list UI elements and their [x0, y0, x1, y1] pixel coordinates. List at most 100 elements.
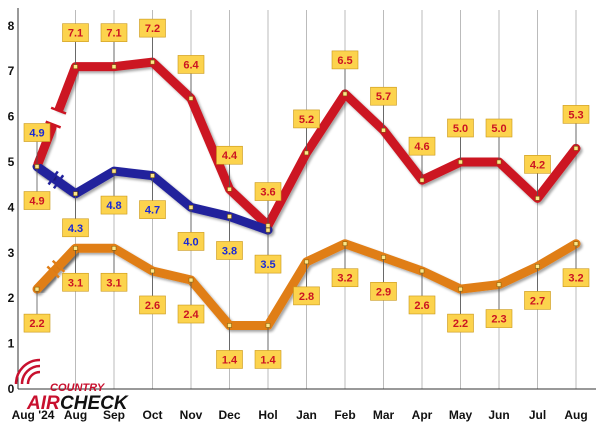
data-label-box — [62, 272, 89, 292]
data-point — [111, 64, 117, 69]
data-point — [381, 127, 386, 133]
data-point — [419, 177, 425, 183]
x-tick-label: Jan — [296, 408, 317, 422]
x-tick-label: Mar — [373, 408, 395, 422]
data-point — [265, 323, 271, 328]
x-tick-label: Feb — [334, 408, 355, 422]
data-point — [535, 196, 540, 201]
data-label-box — [177, 304, 205, 324]
data-label: 3.1 — [106, 277, 121, 289]
data-label-box — [562, 268, 590, 288]
data-point — [304, 150, 309, 156]
data-point — [111, 246, 117, 251]
data-label-box — [23, 123, 51, 142]
data-label: 5.0 — [491, 123, 506, 135]
y-tick-label: 8 — [8, 19, 15, 33]
data-label-box — [254, 254, 282, 274]
data-label-box — [485, 309, 513, 328]
y-tick-label: 5 — [8, 155, 15, 169]
x-tick-label: Apr — [412, 408, 433, 422]
data-label-box — [408, 295, 436, 315]
data-label-box — [370, 86, 397, 106]
data-label: 3.1 — [68, 277, 83, 289]
data-label-box — [485, 118, 513, 138]
x-tick-label: Jul — [529, 408, 546, 422]
x-tick-label: Aug — [564, 408, 587, 422]
data-label: 2.4 — [183, 309, 199, 321]
x-tick-label: Aug — [64, 408, 87, 422]
data-label-box — [254, 182, 282, 201]
y-tick-label: 1 — [8, 337, 15, 351]
data-label: 4.4 — [222, 150, 238, 162]
x-tick-label: May — [449, 408, 473, 422]
data-point — [227, 214, 232, 219]
data-label-box — [177, 55, 205, 74]
data-point — [150, 268, 155, 274]
data-label-box — [408, 136, 436, 156]
data-point — [150, 59, 155, 65]
data-point — [188, 205, 194, 210]
data-label: 3.2 — [337, 273, 352, 285]
data-label: 3.6 — [260, 187, 275, 199]
data-point — [73, 246, 78, 251]
data-label: 7.1 — [106, 28, 121, 40]
data-label: 3.5 — [260, 259, 275, 271]
data-label-box — [331, 50, 359, 70]
data-label: 4.3 — [68, 223, 83, 235]
data-point — [573, 146, 579, 151]
data-point — [304, 259, 309, 265]
data-label-box — [23, 191, 51, 210]
data-label-box — [447, 313, 474, 333]
data-labels: 7.1 7.1 7.2 6.4 4.4 3.6 5.2 6.5 5.7 4.6 5.0 5.0 4.2 5… — [23, 18, 590, 369]
data-label: 2.9 — [376, 286, 391, 298]
data-label: 2.8 — [299, 291, 314, 303]
series-break-connector — [32, 65, 80, 169]
data-point — [496, 159, 502, 165]
data-label: 2.6 — [414, 300, 429, 312]
data-label-box — [216, 241, 243, 260]
data-label-box — [524, 291, 551, 310]
data-label-box — [62, 23, 89, 42]
data-label: 5.7 — [376, 91, 391, 103]
data-point — [150, 173, 155, 178]
data-point — [573, 241, 579, 246]
data-label: 2.7 — [530, 295, 545, 307]
data-label: 5.0 — [453, 123, 468, 135]
y-tick-label: 4 — [8, 200, 15, 214]
data-label-box — [524, 155, 551, 174]
data-label-box — [62, 218, 89, 238]
data-label: 1.4 — [222, 354, 238, 366]
data-label: 4.2 — [530, 159, 545, 171]
x-tick-label: Oct — [142, 408, 162, 422]
y-tick-label: 3 — [8, 246, 15, 260]
data-point — [34, 286, 40, 292]
data-label-box — [254, 350, 282, 369]
data-label: 7.2 — [145, 23, 160, 35]
series-break-connector — [33, 245, 79, 293]
data-label: 3.2 — [568, 273, 583, 285]
data-label-box — [100, 23, 128, 42]
data-label-box — [23, 313, 51, 333]
series-break-connector — [34, 162, 79, 198]
data-point — [458, 159, 463, 165]
y-tick-label: 7 — [8, 64, 15, 78]
data-point — [265, 223, 271, 228]
x-tick-label: Dec — [218, 408, 240, 422]
data-label-box — [139, 18, 166, 38]
data-point — [188, 277, 194, 283]
data-point — [535, 264, 540, 269]
data-label-box — [100, 272, 128, 292]
data-label-box — [177, 232, 205, 251]
data-label-box — [293, 286, 320, 306]
data-label-box — [216, 145, 243, 165]
data-point — [34, 164, 40, 169]
data-point — [73, 64, 78, 69]
data-label-box — [216, 350, 243, 369]
logo-air-text: AIR — [26, 393, 60, 414]
data-point — [73, 191, 78, 197]
data-label: 1.4 — [260, 354, 276, 366]
series-line — [71, 57, 581, 231]
data-label-box — [100, 195, 128, 215]
data-label: 4.9 — [29, 196, 44, 208]
data-label: 2.2 — [453, 318, 468, 330]
